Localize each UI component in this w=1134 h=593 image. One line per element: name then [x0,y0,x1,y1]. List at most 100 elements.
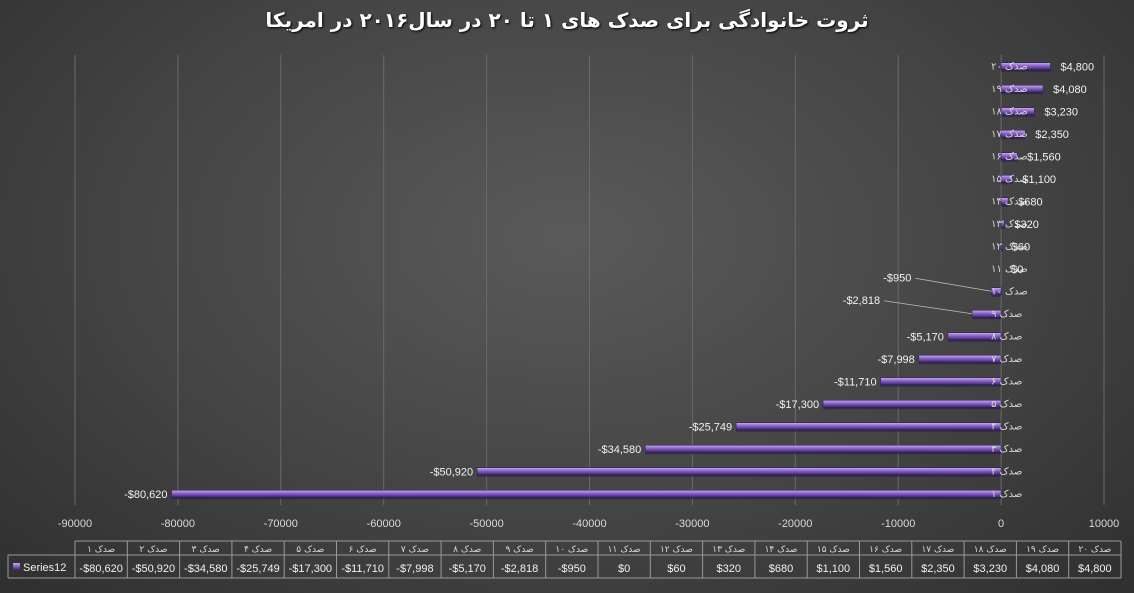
category-label: صدک ۱۴ [991,196,1028,207]
table-header-cell: صدک ۱۰ [555,544,588,555]
table-value-cell: -$25,749 [236,563,279,575]
table-value-cell: $680 [769,563,793,575]
table-value-cell: -$50,920 [132,563,175,575]
table-value-cell: $4,800 [1078,563,1112,575]
table-value-cell: $1,560 [869,563,903,575]
leader-line [884,300,973,315]
data-label: $0 [1011,264,1023,276]
series-name: Series12 [23,562,66,574]
table-header-cell: صدک ۱۱ [608,544,641,555]
table-header-cell: صدک ۷ [401,544,429,555]
x-tick-label: -90000 [58,518,92,530]
data-label: $1,560 [1027,151,1061,163]
category-label: صدک ۱۲ [991,241,1028,252]
data-label: -$950 [883,272,911,284]
data-label: $3,230 [1044,106,1078,118]
x-tick-label: 10000 [1089,518,1120,530]
category-label: صدک ۶ [991,376,1022,387]
table-header-cell: صدک ۱ [87,544,115,555]
bar [1000,152,1018,160]
bar [645,445,1002,453]
bar [1000,197,1009,205]
data-label: -$2,818 [843,295,880,307]
bar [1000,85,1044,93]
table-value-cell: $320 [717,563,741,575]
data-label: $2,350 [1035,129,1069,141]
table-header-cell: صدک ۱۷ [921,544,954,555]
table-value-cell: -$950 [558,563,586,575]
data-label: $4,800 [1060,61,1094,73]
data-label: -$80,620 [124,489,167,501]
table-header-cell: صدک ۲۰ [1078,544,1111,555]
x-tick-label: -40000 [572,518,606,530]
table-header-cell: صدک ۵ [296,544,324,555]
bar [947,332,1002,340]
data-table: صدک ۱ -$80,620 صدک ۲ -$50,920 صدک ۳ -$34,580 ص… [7,540,1122,579]
data-labels: -$80,620 -$50,920 -$34,580 -$25,749 -$17,300… [124,61,1094,501]
category-label: صدک ۱۷ [991,129,1028,140]
table-value-cell: $60 [667,563,685,575]
table-header-cell: صدک ۱۴ [765,544,798,555]
data-label: -$11,710 [834,376,877,388]
category-label: صدک ۱۶ [991,151,1028,162]
table-value-cell: -$5,170 [449,563,486,575]
data-label: -$25,749 [689,421,732,433]
table-header-cell: صدک ۱۶ [869,544,902,555]
table-value-cell: $3,230 [973,563,1007,575]
category-label: صدک ۱۱ [991,264,1028,275]
category-label: صدک ۱ [991,489,1022,500]
category-labels: صدک ۱ صدک ۲ صدک ۳ صدک ۴ صدک ۵ صدک ۶ صدک ۷ صدک ۸… [991,61,1028,500]
bar [1000,220,1005,228]
data-label: $320 [1014,219,1038,231]
table-value-cell: $0 [618,563,630,575]
gridlines [74,55,1105,505]
data-label: $60 [1012,241,1030,253]
category-label: صدک ۸ [991,331,1022,342]
bar [171,490,1002,498]
leader-line [915,277,992,292]
table-header-cell: صدک ۱۹ [1026,544,1059,555]
category-label: صدک ۳ [991,444,1022,455]
table-header-cell: صدک ۲ [139,544,167,555]
x-tick-label: -60000 [367,518,401,530]
category-label: صدک ۹ [991,309,1022,320]
legend-key [13,563,20,570]
category-label: صدک ۱۵ [991,174,1028,185]
x-tick-label: -10000 [881,518,915,530]
bar [1000,130,1026,138]
category-label: صدک ۱۰ [991,286,1028,297]
bars [171,62,1051,500]
x-tick-label: -20000 [778,518,812,530]
table-value-cell: $4,080 [1026,563,1060,575]
table-value-cell: -$34,580 [184,563,227,575]
category-label: صدک ۱۹ [991,84,1028,95]
data-label: -$5,170 [907,331,944,343]
table-value-cell: -$80,620 [79,563,122,575]
data-label: -$7,998 [877,354,914,366]
bar [1000,175,1013,183]
x-axis: -90000 -80000 -70000 -60000 -50000 -40000 -300… [58,518,1119,530]
data-label: $680 [1018,196,1042,208]
bar [1000,242,1003,250]
x-tick-label: -70000 [264,518,298,530]
bar [1000,62,1051,70]
category-label: صدک ۵ [991,399,1022,410]
data-label: -$34,580 [598,444,641,456]
bar [476,467,1002,475]
x-tick-label: -50000 [469,518,503,530]
table-header-cell: صدک ۱۸ [974,544,1007,555]
bar [822,400,1002,408]
data-label: -$50,920 [430,466,473,478]
table-header-cell: صدک ۱۵ [817,544,850,555]
bar [735,422,1002,430]
table-value-cell: -$7,998 [396,563,433,575]
category-label: صدک ۲۰ [991,61,1028,72]
table-value-cell: $1,100 [817,563,851,575]
bar [918,355,1002,363]
table-header-cell: صدک ۱۳ [712,544,745,555]
category-label: صدک ۷ [991,354,1022,365]
table-header-cell: صدک ۴ [244,544,272,555]
table-header-cell: صدک ۹ [505,544,533,555]
x-tick-label: -80000 [161,518,195,530]
